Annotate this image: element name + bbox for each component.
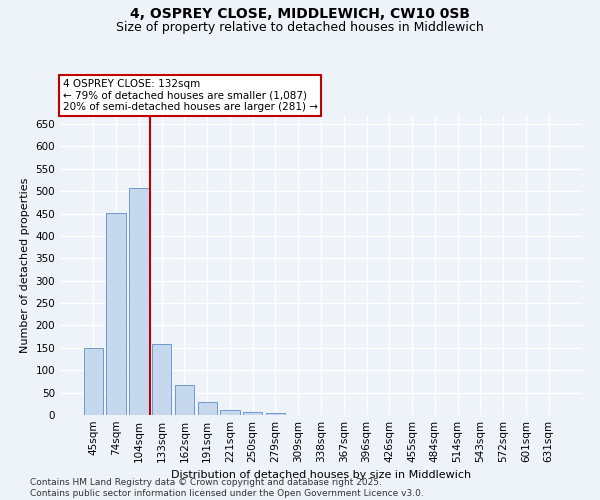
Text: 4, OSPREY CLOSE, MIDDLEWICH, CW10 0SB: 4, OSPREY CLOSE, MIDDLEWICH, CW10 0SB bbox=[130, 8, 470, 22]
Text: Contains HM Land Registry data © Crown copyright and database right 2025.
Contai: Contains HM Land Registry data © Crown c… bbox=[30, 478, 424, 498]
Y-axis label: Number of detached properties: Number of detached properties bbox=[20, 178, 30, 352]
Bar bbox=[266, 413, 285, 415]
Bar bbox=[84, 348, 103, 415]
Bar bbox=[106, 213, 126, 415]
Bar bbox=[129, 188, 149, 415]
Text: 4 OSPREY CLOSE: 132sqm
← 79% of detached houses are smaller (1,087)
20% of semi-: 4 OSPREY CLOSE: 132sqm ← 79% of detached… bbox=[62, 79, 317, 112]
Bar bbox=[152, 344, 172, 415]
Bar bbox=[220, 410, 239, 415]
Bar bbox=[175, 385, 194, 415]
X-axis label: Distribution of detached houses by size in Middlewich: Distribution of detached houses by size … bbox=[171, 470, 471, 480]
Bar bbox=[197, 402, 217, 415]
Bar bbox=[243, 412, 262, 415]
Text: Size of property relative to detached houses in Middlewich: Size of property relative to detached ho… bbox=[116, 21, 484, 34]
